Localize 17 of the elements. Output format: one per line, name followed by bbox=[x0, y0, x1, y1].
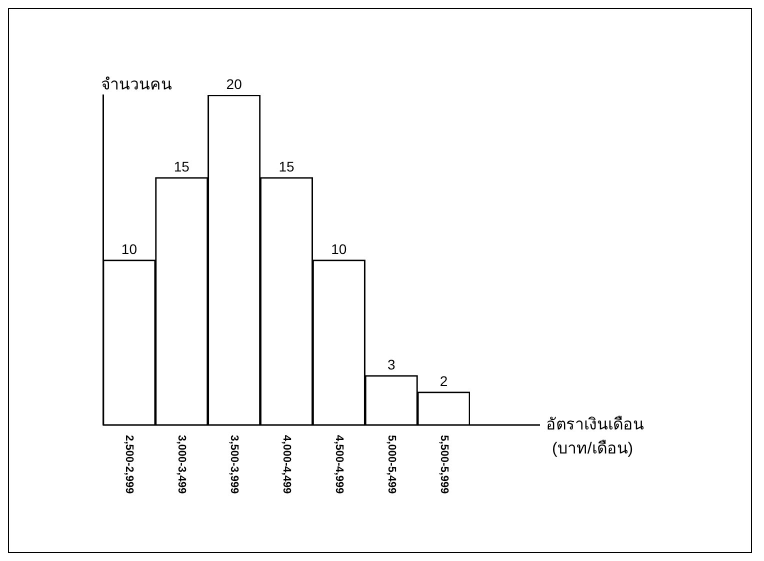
x-axis-title: อัตราเงินเดือน (บาท/เดือน) bbox=[546, 415, 644, 458]
x-tick-label: 5,500-5,999 bbox=[438, 435, 450, 494]
x-tick-label: 5,000-5,499 bbox=[385, 435, 398, 494]
x-tick-label: 4,000-4,499 bbox=[280, 435, 292, 494]
data-label: 15 bbox=[174, 158, 190, 174]
data-label: 15 bbox=[278, 158, 294, 174]
page-border: 10 15 20 15 10 3 2 2,500-2,999 3,000-3,499 3,500-3,999 4,000-4,499 4,500-4,999 5,000-5,499 5,500-5,999 จำนวนคน อัตราเงินเดือน (บาท/เดือน) bbox=[8, 8, 752, 553]
data-label: 10 bbox=[121, 240, 138, 257]
x-tick-label: 2,500-2,999 bbox=[123, 435, 136, 494]
x-tick-label: 3,000-3,499 bbox=[176, 435, 188, 494]
x-tick-label: 3,500-3,999 bbox=[228, 435, 240, 494]
data-label: 2 bbox=[440, 372, 448, 389]
data-label: 10 bbox=[331, 240, 347, 257]
y-axis-title: จำนวนคน bbox=[101, 76, 172, 94]
data-label: 20 bbox=[226, 76, 242, 92]
x-tick-label: 4,500-4,999 bbox=[332, 435, 345, 494]
data-label: 3 bbox=[387, 356, 396, 372]
